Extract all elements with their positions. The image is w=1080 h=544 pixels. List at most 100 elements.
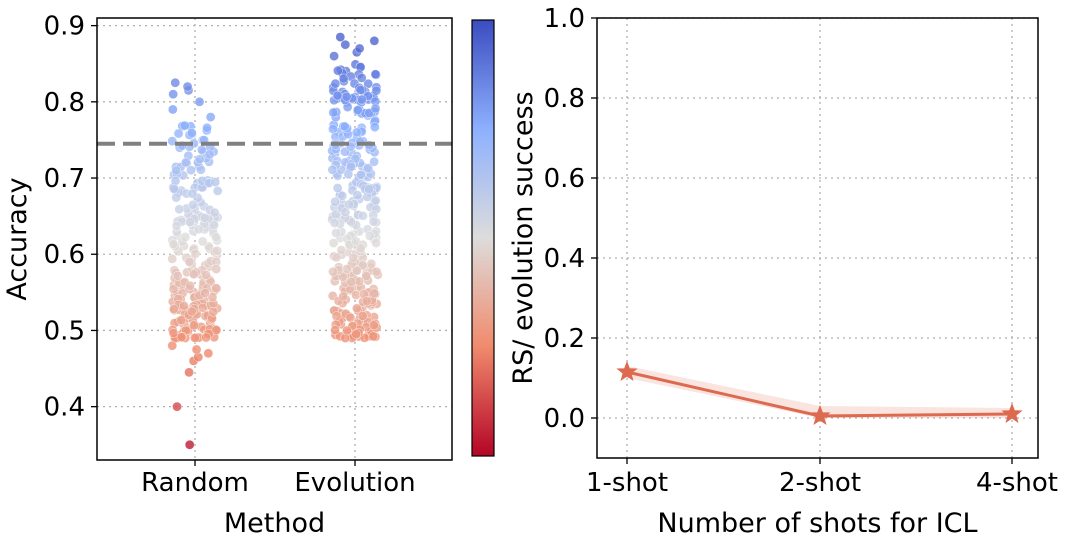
data-point (205, 112, 216, 122)
data-point (172, 401, 182, 412)
data-point (168, 89, 178, 100)
colorbar: RS/ evolution success (471, 19, 539, 457)
data-point (352, 265, 362, 276)
data-point (202, 122, 212, 133)
data-point (190, 333, 200, 343)
data-point (169, 183, 179, 194)
right-y-tick-label: 0.6 (544, 164, 585, 194)
data-point (167, 340, 178, 351)
data-point (336, 245, 347, 255)
data-point (185, 217, 195, 227)
data-point (203, 348, 214, 359)
data-point (348, 253, 359, 263)
data-point (328, 266, 338, 277)
data-point (169, 304, 179, 314)
series-markers (616, 360, 1023, 426)
left-y-tick-label: 0.6 (44, 240, 85, 270)
data-point (355, 243, 366, 254)
data-point (174, 204, 185, 215)
data-point (171, 165, 182, 176)
data-point (182, 81, 193, 92)
data-point (369, 320, 379, 331)
data-point (333, 65, 343, 76)
star-marker (809, 404, 831, 426)
data-point (363, 163, 374, 173)
data-point (331, 311, 342, 321)
data-point (190, 248, 201, 259)
right-y-tick-label: 0.4 (544, 244, 585, 274)
data-point (368, 216, 379, 227)
data-point (200, 288, 210, 298)
right-x-axis-label: Number of shots for ICL (657, 508, 977, 539)
left-y-axis-label: Accuracy (2, 177, 33, 300)
data-point (196, 144, 207, 155)
data-point (332, 183, 343, 193)
data-point (371, 238, 381, 248)
data-point (210, 177, 221, 187)
data-point (194, 154, 205, 165)
data-point (370, 122, 380, 132)
data-point (371, 85, 382, 96)
data-point (352, 303, 362, 314)
data-point (197, 303, 208, 313)
left-points (167, 32, 383, 450)
data-point (337, 191, 348, 201)
data-point (179, 300, 189, 311)
data-point (168, 284, 179, 294)
data-point (346, 277, 357, 287)
data-point (370, 69, 381, 80)
data-point (168, 328, 179, 338)
left-x-tick-label: Evolution (294, 468, 415, 498)
data-point (184, 367, 194, 378)
data-point (345, 312, 356, 323)
data-point (338, 73, 349, 84)
data-point (341, 91, 352, 102)
star-marker (616, 360, 638, 382)
data-point (335, 32, 346, 42)
data-point (188, 269, 199, 279)
data-point (370, 195, 381, 206)
colorbar-gradient (471, 19, 495, 457)
left-x-tick-label: Random (141, 468, 249, 498)
left-x-ticks: Random Evolution (141, 460, 416, 498)
data-point (328, 238, 339, 248)
data-point (332, 90, 343, 101)
data-point (368, 331, 379, 342)
data-point (346, 161, 356, 172)
data-point (189, 320, 199, 331)
right-grid (597, 17, 1038, 458)
data-point (357, 94, 367, 105)
data-point (358, 211, 368, 221)
data-point (352, 190, 363, 200)
data-point (179, 120, 190, 131)
data-point (180, 157, 191, 168)
data-point (187, 188, 198, 199)
data-point (208, 306, 219, 317)
data-point (361, 296, 372, 307)
data-point (364, 184, 374, 195)
data-point (331, 252, 342, 263)
accuracy-strip-plot: 0.4 0.5 0.6 0.7 0.8 0.9 Random Evolution Metho… (2, 12, 453, 539)
data-point (191, 344, 202, 355)
data-point (329, 218, 340, 228)
colorbar-label: RS/ evolution success (508, 91, 539, 384)
data-point (344, 199, 354, 210)
star-marker (1001, 402, 1023, 424)
data-point (199, 213, 210, 223)
data-point (172, 271, 183, 281)
data-point (327, 164, 338, 175)
data-point (184, 439, 195, 450)
data-point (193, 224, 204, 235)
left-grid (97, 18, 452, 460)
data-point (342, 325, 352, 336)
data-point (369, 288, 379, 299)
data-point (207, 292, 218, 303)
data-point (361, 271, 372, 281)
data-point (370, 103, 381, 114)
data-point (197, 236, 208, 247)
right-x-ticks: 1-shot 2-shot 4-shot (586, 458, 1058, 498)
left-plot-frame (96, 17, 453, 461)
right-x-tick-label: 2-shot (779, 468, 861, 498)
left-x-axis-label: Method (224, 508, 325, 539)
data-point (366, 259, 377, 269)
